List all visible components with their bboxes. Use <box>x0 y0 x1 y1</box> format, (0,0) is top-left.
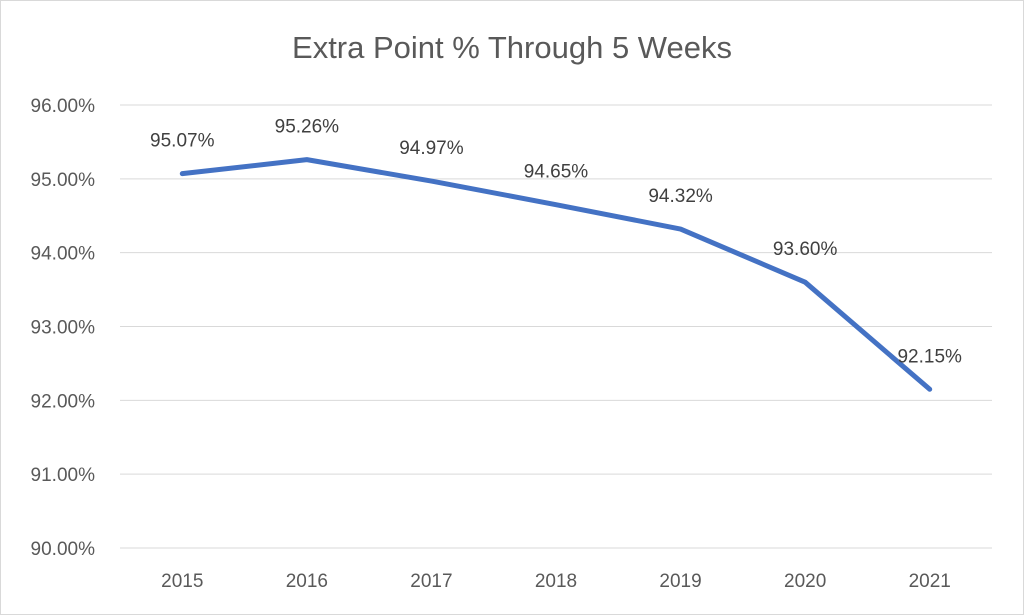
x-tick-label: 2016 <box>286 571 328 592</box>
y-tick-label: 90.00% <box>31 539 96 560</box>
x-tick-label: 2018 <box>535 571 577 592</box>
data-label: 95.07% <box>150 131 215 152</box>
x-tick-label: 2020 <box>784 571 826 592</box>
data-label: 95.26% <box>275 117 340 138</box>
y-tick-label: 92.00% <box>31 391 96 412</box>
x-tick-label: 2019 <box>659 571 701 592</box>
x-tick-label: 2015 <box>161 571 203 592</box>
gridlines <box>120 104 992 549</box>
series-group <box>179 157 933 392</box>
x-tick-label: 2021 <box>909 571 951 592</box>
y-axis-tick-labels: 90.00% 91.00% 92.00% 93.00% 94.00% 95.00% 96.0… <box>31 96 96 560</box>
data-label: 93.60% <box>773 239 838 260</box>
y-tick-label: 94.00% <box>31 244 96 265</box>
data-label: 94.32% <box>648 186 713 207</box>
y-tick-label: 95.00% <box>31 170 96 191</box>
data-labels: 95.07% 95.26% 94.97% 94.65% 94.32% 93.60% 92.1… <box>150 117 962 368</box>
series-line <box>179 157 933 392</box>
y-tick-label: 93.00% <box>31 318 96 339</box>
y-tick-label: 91.00% <box>31 465 96 486</box>
x-tick-label: 2017 <box>410 571 452 592</box>
data-label: 94.97% <box>399 138 464 159</box>
data-label: 94.65% <box>524 162 589 183</box>
x-axis-tick-labels: 2015 2016 2017 2018 2019 2020 2021 <box>161 571 951 592</box>
data-label: 92.15% <box>897 346 962 367</box>
y-tick-label: 96.00% <box>31 96 96 117</box>
chart-title: Extra Point % Through 5 Weeks <box>292 30 732 65</box>
